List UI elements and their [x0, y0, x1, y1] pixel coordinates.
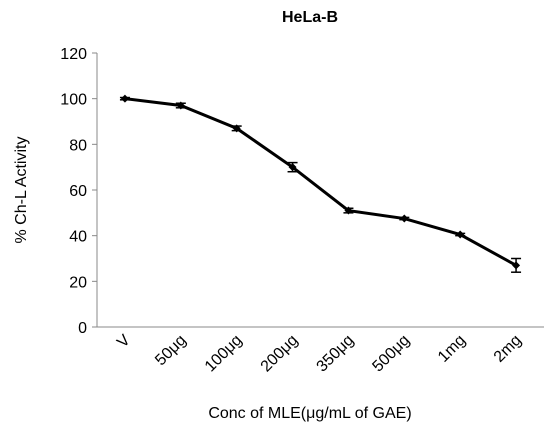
y-tick-label: 120 [60, 46, 87, 63]
marker [232, 124, 241, 133]
y-tick-label: 20 [69, 274, 87, 291]
y-tick-label: 40 [69, 229, 87, 246]
x-tick-label: 100μg [202, 332, 246, 376]
x-tick-label: 50μg [152, 332, 189, 369]
line [124, 97, 517, 267]
y-axis-label: % Ch-L Activity [13, 137, 30, 244]
x-tick-label: V [114, 332, 134, 352]
marker [456, 230, 465, 239]
marker [176, 101, 185, 110]
x-tick-label: 500μg [369, 332, 413, 376]
x-axis-label: Conc of MLE(μg/mL of GAE) [208, 405, 411, 422]
y-tick-label: 60 [69, 183, 87, 200]
chart-title: HeLa-B [282, 9, 338, 26]
marker [288, 163, 297, 172]
x-tick-label: 200μg [258, 332, 302, 376]
y-tick-label: 100 [60, 92, 87, 109]
marker [120, 94, 129, 103]
marker [400, 214, 409, 223]
x-tick-label: 1mg [435, 332, 469, 366]
y-tick-label: 0 [78, 320, 87, 337]
marker [512, 261, 521, 270]
marker [344, 206, 353, 215]
x-tick-label: 350μg [314, 332, 358, 376]
y-tick-label: 80 [69, 137, 87, 154]
x-tick-label: 2mg [491, 332, 525, 366]
